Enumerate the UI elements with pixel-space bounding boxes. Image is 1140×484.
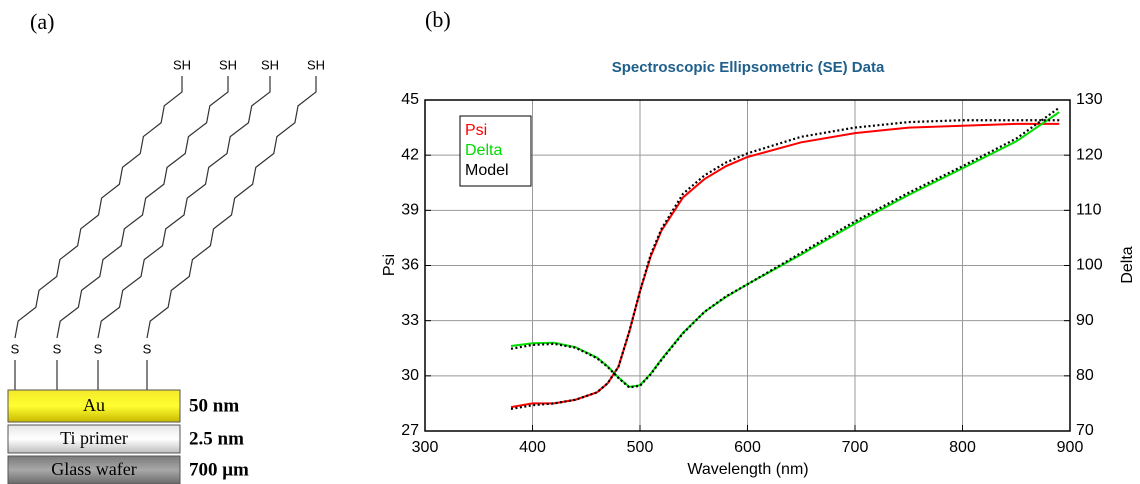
- panel-label: (b): [425, 7, 451, 32]
- y-tick-label: 42: [401, 146, 419, 163]
- layer-name: Ti primer: [60, 428, 128, 448]
- legend-entry: Delta: [465, 142, 502, 159]
- chart-title: Spectroscopic Ellipsometric (SE) Data: [612, 59, 885, 76]
- x-tick-label: 300: [412, 439, 439, 456]
- y2-axis-label: Delta: [1119, 246, 1136, 283]
- layer-thickness: 700 μm: [189, 459, 249, 480]
- y-tick-label: 27: [401, 422, 419, 439]
- s-label: S: [53, 341, 62, 356]
- alkyl-chain: [97, 76, 271, 339]
- layer-name: Glass wafer: [51, 459, 136, 479]
- layer: [7, 389, 181, 423]
- sh-label: SH: [219, 57, 237, 72]
- sam-diagram: S SH S SH S SH S SH Au 50 nm Ti primer 2.5 nm Glass …: [7, 57, 325, 484]
- alkyl-chain: [56, 76, 229, 339]
- series-line: [510, 106, 1060, 389]
- s-label: S: [143, 341, 152, 356]
- layer: [7, 424, 181, 454]
- layer-thickness: 2.5 nm: [189, 428, 244, 449]
- x-tick-label: 400: [519, 439, 546, 456]
- plot-frame: [424, 99, 1071, 432]
- series-line: [510, 111, 1060, 388]
- sh-label: SH: [173, 57, 191, 72]
- legend-box: [459, 115, 532, 187]
- y-axis-label: Psi: [381, 254, 398, 276]
- layer-thickness: 50 nm: [189, 395, 239, 416]
- y2-tick-label: 120: [1076, 146, 1103, 163]
- y2-tick-label: 130: [1076, 91, 1103, 108]
- series-line: [510, 119, 1060, 411]
- y-tick-label: 39: [401, 202, 419, 219]
- y-tick-label: 45: [401, 91, 419, 108]
- alkyl-chain: [14, 76, 183, 339]
- y2-tick-label: 100: [1076, 257, 1103, 274]
- layer: [7, 455, 181, 484]
- y-tick-label: 30: [401, 367, 419, 384]
- chart: Spectroscopic Ellipsometric (SE) Data Wa…: [381, 59, 1136, 478]
- alkyl-chain: [146, 76, 317, 339]
- y-tick-label: 33: [401, 312, 419, 329]
- panel-label: (a): [30, 9, 54, 34]
- y2-tick-label: 90: [1076, 312, 1094, 329]
- sh-label: SH: [261, 57, 279, 72]
- x-tick-label: 500: [627, 439, 654, 456]
- y2-tick-label: 80: [1076, 367, 1094, 384]
- x-tick-label: 800: [949, 439, 976, 456]
- x-tick-label: 600: [734, 439, 761, 456]
- x-tick-label: 900: [1057, 439, 1084, 456]
- legend-entry: Psi: [465, 122, 487, 139]
- legend-entry: Model: [465, 162, 509, 179]
- s-label: S: [11, 341, 20, 356]
- x-axis-label: Wavelength (nm): [687, 461, 808, 478]
- y-tick-label: 36: [401, 257, 419, 274]
- layer-name: Au: [83, 395, 105, 415]
- s-label: S: [94, 341, 103, 356]
- sh-label: SH: [307, 57, 325, 72]
- x-tick-label: 700: [842, 439, 869, 456]
- y2-tick-label: 110: [1076, 202, 1102, 219]
- y2-tick-label: 70: [1076, 422, 1094, 439]
